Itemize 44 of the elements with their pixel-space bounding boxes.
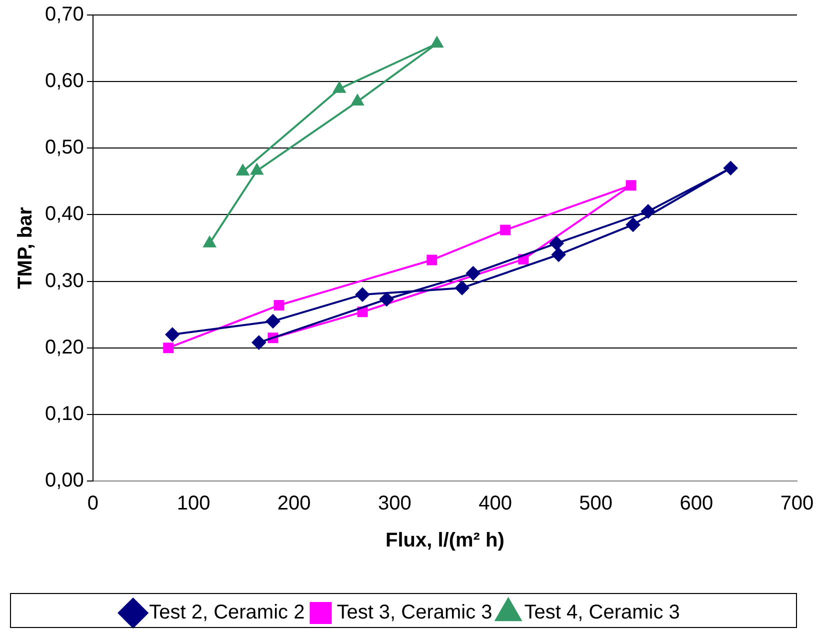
point xyxy=(266,314,280,328)
y-tick-label: 0,50 xyxy=(44,136,84,159)
y-tick-label: 0,70 xyxy=(44,4,84,26)
point xyxy=(552,248,566,262)
legend-label: Test 3, Ceramic 3 xyxy=(336,602,492,624)
legend-label: Test 4, Ceramic 3 xyxy=(524,602,680,624)
point xyxy=(455,280,470,295)
point xyxy=(203,236,216,248)
point xyxy=(165,328,180,342)
x-tick-label: 400 xyxy=(478,492,512,515)
x-tick-label: 700 xyxy=(780,492,814,515)
x-axis-title: Flux, l/(m² h) xyxy=(386,530,504,552)
x-tick-label: 500 xyxy=(579,492,613,515)
y-tick-label: 0,40 xyxy=(44,203,84,226)
point xyxy=(641,204,656,218)
x-tick-label: 100 xyxy=(176,492,210,515)
point xyxy=(550,236,564,250)
point xyxy=(252,336,266,350)
point xyxy=(724,161,738,176)
point xyxy=(351,94,364,106)
point xyxy=(426,254,438,266)
point xyxy=(236,164,249,176)
point xyxy=(500,224,511,236)
y-tick-label: 0,30 xyxy=(44,270,84,292)
point xyxy=(430,36,444,48)
point xyxy=(626,218,640,232)
y-tick-label: 0,20 xyxy=(44,336,84,358)
point xyxy=(380,292,394,306)
y-tick-label: 0,10 xyxy=(44,402,84,425)
x-tick-label: 600 xyxy=(680,492,714,515)
y-axis-title: TMP, bar xyxy=(14,206,37,289)
x-tick-label: 200 xyxy=(277,492,311,515)
point xyxy=(355,288,370,302)
point xyxy=(163,342,174,354)
point xyxy=(626,180,636,191)
point xyxy=(466,266,480,280)
x-tick-label: 0 xyxy=(87,492,98,515)
point xyxy=(333,82,346,93)
y-tick-label: 0,00 xyxy=(44,470,84,492)
legend-label: Test 2, Ceramic 2 xyxy=(149,602,305,624)
y-tick-label: 0,60 xyxy=(44,70,84,92)
point xyxy=(274,300,284,310)
point xyxy=(250,164,264,175)
x-tick-label: 300 xyxy=(378,492,412,515)
